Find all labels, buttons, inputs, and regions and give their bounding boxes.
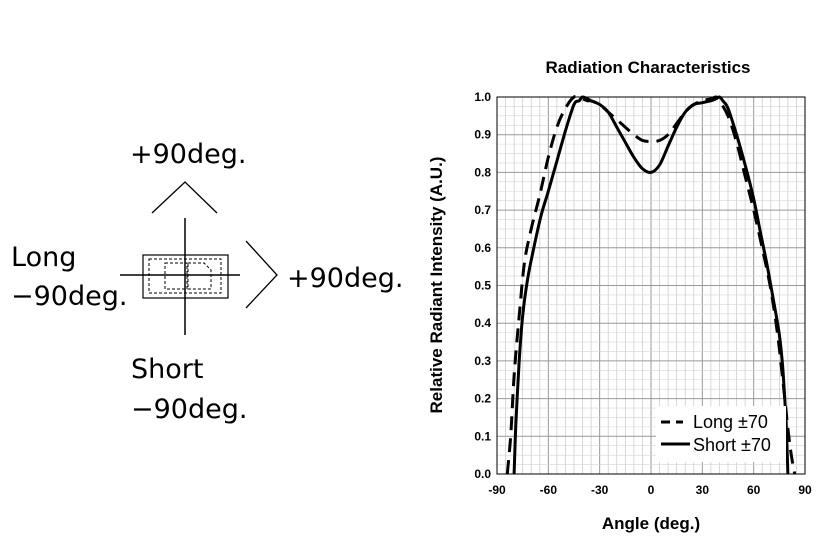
y-tick-label: 0.5 — [474, 279, 491, 293]
y-tick-label: 0.9 — [474, 128, 491, 142]
y-tick-label: 0.7 — [474, 203, 491, 217]
legend-background — [656, 406, 786, 462]
data-series — [505, 95, 797, 475]
legend-long-label: Long ±70 — [693, 412, 768, 432]
long-angle-label: −90deg. — [11, 281, 127, 312]
x-tick-label: -90 — [488, 483, 506, 497]
x-tick-label: 90 — [798, 483, 812, 497]
package-inner-outline — [148, 258, 222, 294]
y-tick-label: 0.4 — [474, 316, 491, 330]
plot-frame — [496, 96, 806, 475]
legend: Long ±70 Short ±70 — [656, 406, 786, 462]
chip-left-outline — [164, 262, 188, 290]
chart-title: Radiation Characteristics — [545, 58, 750, 77]
right-arrow-icon — [245, 240, 278, 309]
right-angle-label: +90deg. — [287, 263, 403, 294]
y-tick-label: 0.2 — [474, 392, 491, 406]
x-tick-label: -30 — [591, 483, 609, 497]
legend-short-label: Short ±70 — [693, 435, 771, 455]
y-tick-label: 0.6 — [474, 241, 491, 255]
short-series-line — [512, 95, 790, 475]
x-tick-label: -60 — [540, 483, 558, 497]
y-tick-label: 1.0 — [474, 90, 491, 104]
short-angle-label: −90deg. — [131, 394, 247, 425]
tick-labels: -90 -60 -30 0 30 60 90 0.0 0.1 0.2 0.3 0.4 0.5 0.6 0.7… — [474, 90, 812, 497]
y-tick-label: 0.1 — [474, 429, 491, 443]
y-tick-label: 0.0 — [474, 467, 491, 481]
x-tick-label: 60 — [747, 483, 761, 497]
x-axis-label: Angle (deg.) — [602, 514, 700, 533]
chip-right-outline — [187, 262, 212, 290]
long-series-line — [505, 95, 797, 475]
y-tick-label: 0.3 — [474, 354, 491, 368]
short-axis-label: Short — [131, 354, 203, 385]
x-tick-label: 30 — [696, 483, 710, 497]
long-axis-label: Long — [11, 242, 76, 273]
y-axis-label: Relative Radiant Intensity (A.U.) — [427, 157, 446, 414]
top-angle-label: +90deg. — [130, 139, 246, 170]
up-arrow-icon — [151, 181, 218, 214]
y-tick-label: 0.8 — [474, 165, 491, 179]
package-outline — [142, 254, 229, 299]
orientation-diagram: +90deg. +90deg. Long −90deg. Short −90de… — [11, 139, 403, 425]
x-tick-label: 0 — [648, 483, 655, 497]
